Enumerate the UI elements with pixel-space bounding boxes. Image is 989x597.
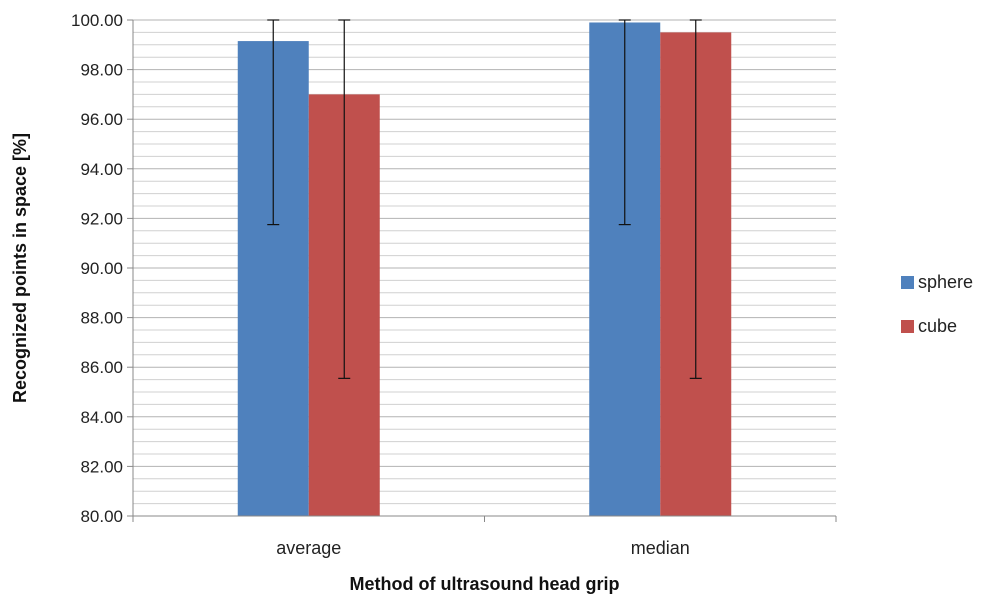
y-tick-label: 86.00 [80, 358, 123, 377]
y-tick-label: 88.00 [80, 309, 123, 328]
y-tick-label: 98.00 [80, 61, 123, 80]
y-tick-label: 92.00 [80, 209, 123, 228]
legend-label-cube: cube [918, 316, 957, 336]
x-category-label: average [276, 538, 341, 558]
y-tick-label: 94.00 [80, 160, 123, 179]
legend-label-sphere: sphere [918, 272, 973, 292]
x-category-labels: average median [276, 538, 690, 558]
error-bars [267, 19, 702, 379]
legend-swatch-cube [901, 320, 914, 333]
y-tick-labels: 80.00 82.00 84.00 86.00 88.00 90.00 92.00 94.00… [71, 11, 123, 526]
y-tick-label: 100.00 [71, 11, 123, 30]
legend-swatch-sphere [901, 276, 914, 289]
x-category-label: median [631, 538, 690, 558]
x-axis-title: Method of ultrasound head grip [350, 574, 620, 594]
legend: sphere cube [901, 272, 973, 336]
y-axis-title: Recognized points in space [%] [10, 133, 30, 403]
y-tick-label: 80.00 [80, 507, 123, 526]
y-tick-label: 96.00 [80, 110, 123, 129]
y-tick-label: 82.00 [80, 457, 123, 476]
y-tick-label: 90.00 [80, 259, 123, 278]
y-tick-label: 84.00 [80, 408, 123, 427]
axes [127, 19, 837, 522]
